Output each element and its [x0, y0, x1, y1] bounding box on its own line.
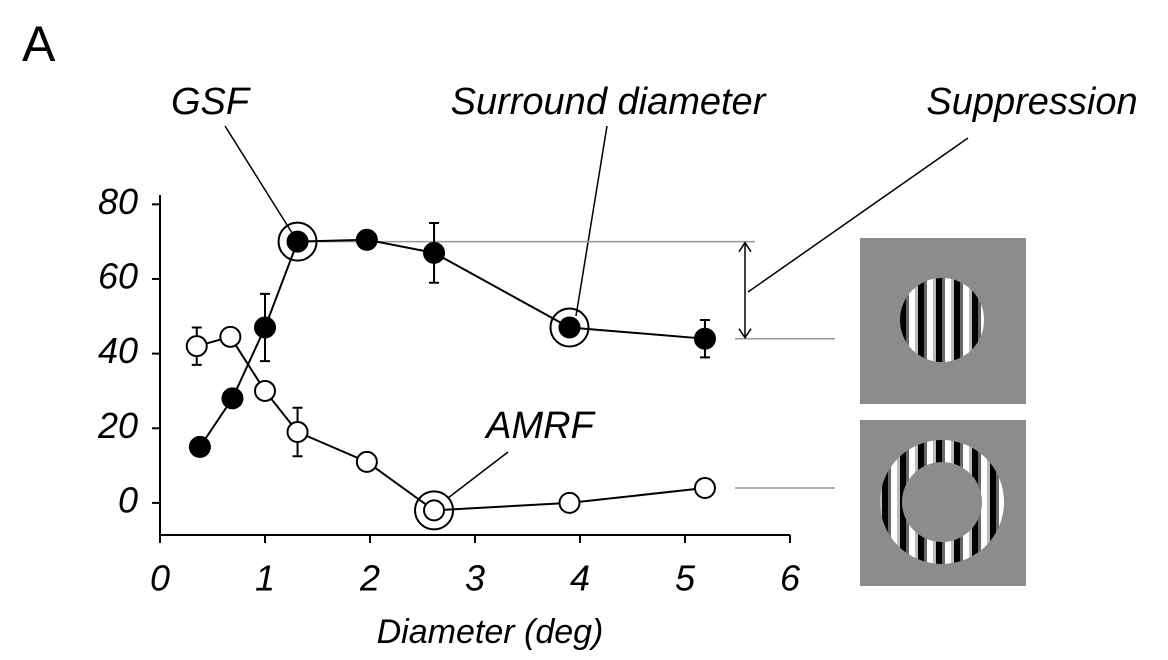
pointer	[224, 125, 295, 237]
arrow-head	[738, 241, 752, 253]
x-tick-label: 2	[359, 558, 380, 599]
data-point	[558, 316, 581, 339]
data-point	[423, 241, 446, 264]
y-tick-label: 80	[98, 181, 138, 222]
annotation: Suppression	[926, 81, 1137, 123]
data-point	[254, 316, 276, 339]
highlight-ring	[277, 221, 318, 262]
y-tick-label: 40	[98, 330, 138, 371]
data-point	[286, 420, 309, 443]
data-point	[693, 476, 716, 499]
arrow-head	[738, 328, 752, 340]
data-point	[423, 499, 446, 522]
data-point	[693, 327, 716, 350]
grating-ring	[860, 420, 1026, 586]
x-tick-label: 0	[150, 558, 170, 599]
annotation: GSF	[171, 81, 251, 123]
data-point	[221, 387, 244, 410]
annotation: Surround diameter	[451, 81, 767, 123]
x-tick-label: 6	[780, 558, 801, 599]
x-axis-label: Diameter (deg)	[377, 613, 604, 651]
highlight-ring	[549, 307, 590, 348]
annotation: AMRF	[484, 405, 595, 447]
data-point	[286, 230, 309, 253]
y-tick-label: 20	[97, 405, 138, 446]
pointer	[747, 137, 969, 293]
grating-disk	[900, 278, 984, 362]
x-tick-label: 3	[465, 558, 485, 599]
x-tick-label: 1	[255, 558, 275, 599]
panel-label: A	[22, 16, 56, 72]
x-tick-label: 4	[570, 558, 590, 599]
data-point	[254, 379, 276, 402]
data-point	[355, 228, 378, 251]
pointer	[447, 451, 509, 499]
data-point	[558, 491, 581, 514]
y-tick-label: 0	[118, 479, 138, 520]
series-line	[199, 238, 706, 448]
data-point	[355, 450, 378, 473]
y-tick-label: 60	[98, 255, 138, 296]
x-tick-label: 5	[675, 558, 696, 599]
series-line	[196, 335, 706, 512]
pointer	[575, 125, 608, 317]
data-point	[188, 435, 211, 458]
data-point	[219, 325, 242, 348]
highlight-ring	[414, 490, 455, 531]
data-point	[185, 335, 208, 358]
